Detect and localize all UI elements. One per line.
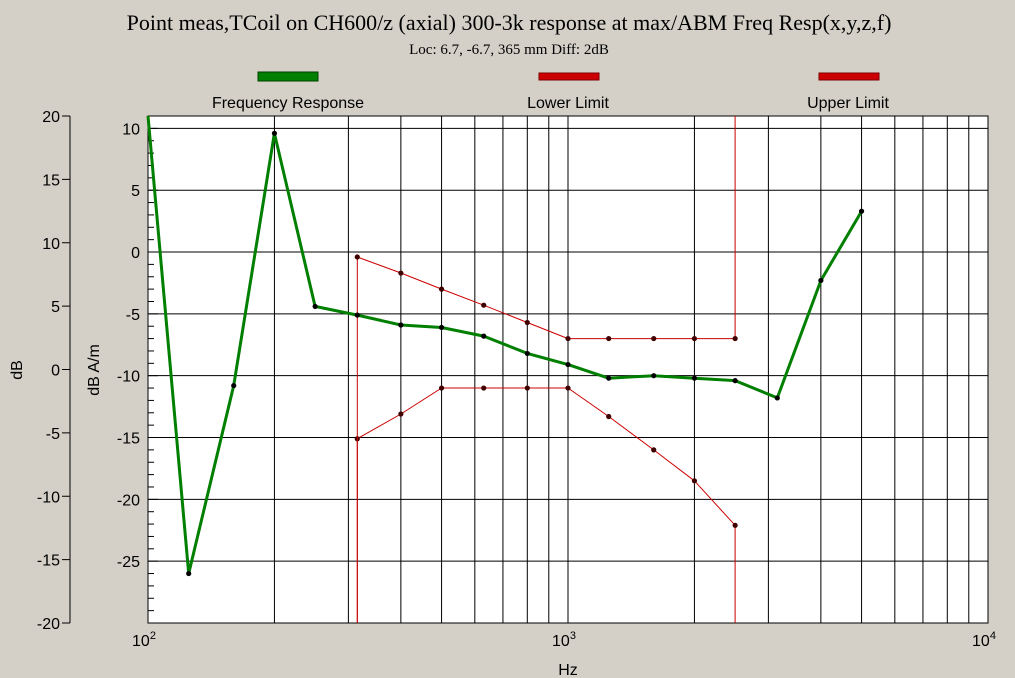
data-point-frequency-response [481, 333, 487, 339]
x-tick-label: 104 [972, 630, 996, 650]
right-y-tick-label: -15 [117, 431, 140, 448]
data-point-lower-limit [606, 413, 612, 420]
left-y-tick-label: 20 [42, 109, 60, 126]
right-y-axis: 10 5 0 -5 -10 -15 -20 -25 [117, 115, 158, 624]
x-tick-base: 10 [132, 633, 150, 650]
data-point-frequency-response [231, 382, 237, 389]
data-point-frequency-response [606, 375, 612, 381]
data-point-upper-limit [354, 254, 360, 260]
data-point-lower-limit [398, 411, 404, 417]
x-axis-title: Hz [558, 662, 578, 678]
data-point-frequency-response [565, 361, 571, 368]
data-point-frequency-response [438, 324, 445, 331]
series-line-lower-limit [356, 387, 736, 623]
data-point-frequency-response [398, 322, 404, 328]
chart-title: Point meas,TCoil on CH600/z (axial) 300-… [127, 10, 892, 35]
data-point-upper-limit [732, 335, 738, 342]
data-point-frequency-response [354, 312, 360, 318]
right-y-tick-label: 5 [131, 183, 140, 200]
left-y-tick-label: 15 [42, 172, 60, 189]
data-point-frequency-response [312, 303, 318, 310]
x-tick-label: 102 [132, 630, 156, 650]
data-point-upper-limit [481, 302, 487, 308]
series-layer [146, 115, 865, 623]
series-line-upper-limit [356, 116, 736, 623]
data-point-frequency-response [524, 350, 530, 357]
x-axis: 102 103 104 [132, 630, 996, 650]
data-point-lower-limit [691, 478, 698, 484]
grid [148, 116, 989, 623]
data-point-lower-limit [481, 385, 487, 391]
left-y-tick-label: -5 [46, 426, 60, 443]
data-point-upper-limit [651, 335, 657, 342]
legend-item-lower-limit: Lower Limit [527, 72, 609, 112]
right-y-tick-label: -25 [117, 554, 140, 571]
data-point-frequency-response [186, 570, 192, 577]
data-point-upper-limit [606, 335, 612, 342]
left-y-tick-label: 0 [51, 363, 60, 380]
right-y-tick-label: -5 [126, 307, 140, 324]
data-point-lower-limit [732, 522, 738, 528]
legend: Frequency Response Lower Limit Upper Lim… [212, 71, 889, 112]
y-axis-right-title: dB A/m [86, 344, 103, 396]
data-point-lower-limit [651, 447, 657, 453]
x-tick-base: 10 [972, 633, 990, 650]
legend-label-upper-limit: Upper Limit [807, 95, 889, 112]
data-point-frequency-response [651, 373, 657, 379]
data-point-frequency-response [732, 378, 738, 384]
legend-label-frequency-response: Frequency Response [212, 95, 364, 112]
left-y-tick-label: -10 [37, 489, 60, 506]
legend-label-lower-limit: Lower Limit [527, 95, 609, 112]
data-point-upper-limit [524, 319, 530, 326]
x-tick-exponent: 3 [570, 630, 576, 642]
data-point-lower-limit [524, 385, 530, 391]
series-line-frequency-response [146, 115, 863, 575]
legend-swatch-upper-limit [818, 72, 880, 81]
data-point-upper-limit [691, 335, 698, 342]
right-y-tick-label: -10 [117, 369, 140, 386]
data-point-upper-limit [398, 270, 404, 276]
left-y-tick-label: 10 [42, 236, 60, 253]
x-tick-exponent: 2 [150, 630, 156, 642]
data-point-frequency-response [858, 208, 865, 214]
left-y-tick-label: -15 [37, 553, 60, 570]
data-point-frequency-response [774, 395, 780, 401]
left-y-tick-label: -20 [37, 616, 60, 633]
data-point-frequency-response [691, 375, 698, 381]
legend-swatch-lower-limit [538, 72, 600, 81]
x-tick-base: 10 [552, 633, 570, 650]
legend-item-frequency-response: Frequency Response [212, 71, 364, 112]
data-point-upper-limit [438, 286, 445, 292]
data-point-frequency-response [818, 277, 824, 284]
right-y-tick-label: -20 [117, 492, 140, 509]
data-point-lower-limit [438, 385, 445, 391]
data-point-frequency-response [271, 130, 278, 136]
data-point-upper-limit [565, 335, 571, 342]
legend-item-upper-limit: Upper Limit [807, 72, 889, 112]
x-tick-label: 103 [552, 630, 576, 650]
right-y-tick-label: 0 [131, 245, 140, 262]
right-y-tick-label: 10 [122, 121, 140, 138]
left-y-axis: 20 15 10 5 0 -5 -10 -15 -20 [37, 109, 71, 633]
x-tick-exponent: 4 [990, 630, 996, 642]
chart-subtitle: Loc: 6.7, -6.7, 365 mm Diff: 2dB [409, 42, 609, 58]
legend-swatch-frequency-response [257, 71, 319, 82]
data-point-lower-limit [565, 385, 571, 391]
left-y-tick-label: 5 [51, 299, 60, 316]
y-axis-left-title: dB [9, 360, 26, 380]
